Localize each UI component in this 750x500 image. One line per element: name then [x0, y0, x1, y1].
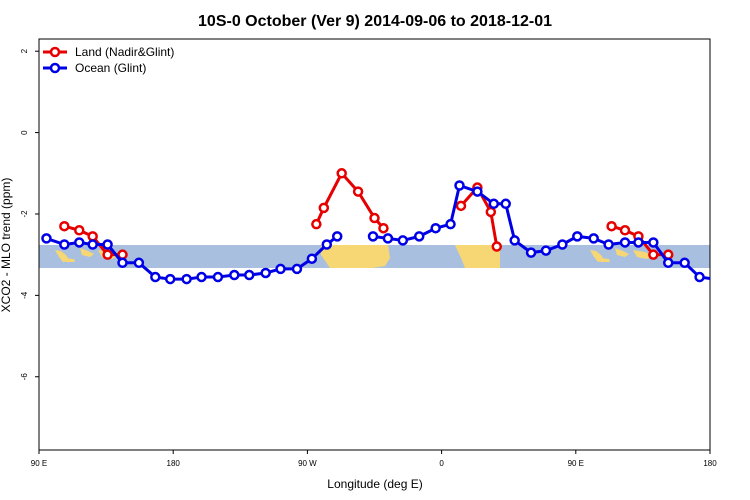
- y-tick-label: -6: [20, 373, 29, 381]
- data-point-land: [74, 225, 85, 236]
- data-point-ocean: [150, 271, 161, 283]
- legend-land-marker: [49, 46, 61, 58]
- data-point-ocean: [557, 239, 568, 250]
- landmass-shapes: [55, 245, 653, 268]
- data-point-ocean: [102, 239, 113, 250]
- data-point-ocean: [181, 273, 192, 285]
- data-point-ocean: [648, 237, 659, 248]
- data-point-land: [606, 220, 617, 232]
- x-tick-label: 0: [439, 459, 444, 468]
- y-tick-label: -4: [20, 291, 29, 299]
- data-point-ocean: [633, 237, 644, 248]
- data-point-ocean: [196, 271, 207, 283]
- legend: Land (Nadir&Glint) Ocean (Glint): [43, 45, 174, 75]
- data-point-ocean: [525, 247, 537, 258]
- x-tick-label: 90 W: [298, 459, 317, 468]
- data-point-land: [102, 249, 113, 260]
- data-point-land: [491, 241, 503, 252]
- data-point-ocean: [291, 263, 303, 275]
- y-tick-label: 0: [20, 130, 29, 135]
- landmass-africa: [455, 245, 500, 268]
- data-point-ocean: [74, 237, 85, 248]
- series-ocean: [41, 180, 710, 285]
- data-point-ocean: [588, 233, 599, 244]
- data-point-ocean: [275, 263, 286, 275]
- data-point-land: [619, 225, 631, 236]
- chart-title: 10S-0 October (Ver 9) 2014-09-06 to 2018…: [198, 13, 552, 30]
- data-point-land: [648, 249, 659, 260]
- data-point-land: [87, 231, 98, 242]
- data-point-ocean: [509, 235, 520, 246]
- legend-land-label: Land (Nadir&Glint): [75, 45, 174, 59]
- data-point-ocean: [662, 257, 674, 269]
- data-point-ocean: [382, 233, 394, 244]
- x-tick-label: 180: [703, 459, 717, 468]
- landmass-indonesia-east: [590, 248, 653, 262]
- data-point-land: [485, 206, 497, 218]
- x-tick-label: 90 E: [568, 459, 584, 468]
- data-point-land: [455, 200, 467, 212]
- data-point-ocean: [331, 231, 343, 242]
- data-point-land: [336, 168, 347, 179]
- data-point-land: [378, 222, 389, 234]
- data-point-ocean: [472, 186, 483, 197]
- x-axis-label: Longitude (deg E): [327, 477, 422, 491]
- data-point-ocean: [454, 180, 465, 191]
- data-point-ocean: [694, 271, 705, 283]
- data-point-ocean: [87, 239, 98, 250]
- data-point-land: [369, 212, 380, 224]
- data-point-ocean: [603, 239, 614, 250]
- data-point-ocean: [164, 273, 176, 285]
- y-axis: 2 0 -2 -4 -6: [20, 48, 39, 380]
- series-layer: [41, 168, 710, 285]
- data-point-ocean: [212, 271, 224, 283]
- data-point-ocean: [117, 257, 128, 269]
- data-point-land: [318, 202, 330, 214]
- x-axis: 90 E 180 90 W 0 90 E 180: [31, 450, 717, 468]
- data-point-ocean: [572, 231, 583, 242]
- data-point-ocean: [133, 257, 145, 269]
- data-point-land: [311, 218, 322, 230]
- data-point-ocean: [540, 245, 552, 256]
- data-point-ocean: [619, 237, 631, 248]
- landmass-indonesia-west: [55, 248, 118, 262]
- data-point-land: [59, 220, 70, 232]
- x-tick-label: 90 E: [31, 459, 47, 468]
- y-tick-label: 2: [20, 48, 29, 53]
- landmass-south-america: [321, 245, 390, 268]
- data-point-ocean: [430, 222, 441, 234]
- legend-ocean-label: Ocean (Glint): [75, 61, 146, 75]
- data-point-ocean: [321, 239, 333, 250]
- data-point-ocean: [413, 231, 425, 242]
- data-point-land: [352, 186, 364, 197]
- data-point-ocean: [445, 218, 456, 230]
- data-point-ocean: [367, 231, 379, 242]
- x-tick-label: 180: [167, 459, 181, 468]
- data-point-ocean: [709, 276, 710, 282]
- plot-frame: [38, 38, 711, 451]
- data-point-ocean: [260, 267, 271, 279]
- data-point-ocean: [243, 269, 255, 281]
- data-point-ocean: [59, 239, 70, 250]
- y-axis-label: XCO2 - MLO trend (ppm): [0, 178, 13, 313]
- data-point-ocean: [488, 198, 500, 210]
- data-point-ocean: [679, 257, 690, 269]
- legend-ocean-marker: [49, 62, 61, 74]
- data-point-ocean: [306, 253, 318, 264]
- data-point-ocean: [41, 233, 52, 244]
- data-point-ocean: [229, 269, 240, 281]
- data-point-ocean: [500, 198, 511, 210]
- data-point-ocean: [397, 235, 409, 246]
- y-tick-label: -2: [20, 210, 29, 218]
- series-land: [59, 168, 674, 260]
- series-land-line: [459, 186, 499, 247]
